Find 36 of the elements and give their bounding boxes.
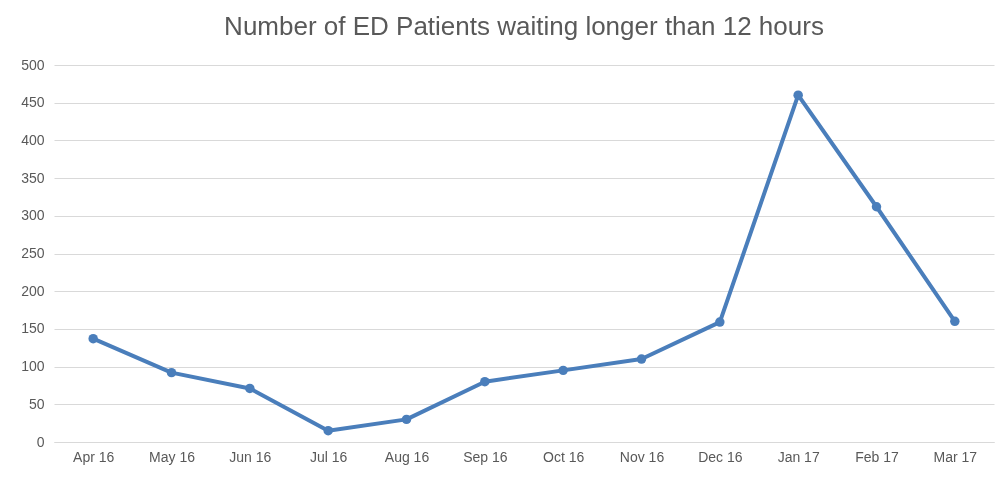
y-tick-label: 300: [21, 207, 45, 224]
point: [558, 365, 568, 376]
x-tick-label: Aug 16: [384, 448, 430, 465]
x-tick-label: Apr 16: [73, 448, 115, 465]
point: [793, 90, 803, 100]
x-tick-label: Jul 16: [309, 448, 348, 465]
point: [88, 333, 98, 344]
x-tick-label: Oct 16: [543, 448, 585, 465]
y-tick-label: 400: [21, 131, 45, 148]
point: [323, 425, 333, 436]
y-tick-label: 350: [21, 169, 45, 186]
x-tick-label: Dec 16: [698, 448, 743, 465]
point: [480, 376, 490, 387]
x-tick-label: Mar 17: [933, 448, 978, 465]
y-tick-label: 150: [21, 320, 45, 337]
x-tick-label: Nov 16: [619, 448, 665, 465]
point: [871, 202, 882, 212]
chart-title: Number of ED Patients waiting longer than 12 hours: [224, 11, 824, 41]
point: [245, 383, 255, 394]
x-tick-label: Sep 16: [463, 448, 508, 465]
x-tick-label: Jun 16: [229, 448, 272, 465]
x-tick-label: Feb 17: [855, 448, 899, 465]
y-tick-label: 250: [21, 245, 45, 261]
point: [636, 354, 647, 364]
x-tick-label: Jan 17: [777, 448, 820, 465]
point: [715, 317, 725, 327]
x-tick-label: May 16: [149, 448, 196, 465]
y-tick-label: 200: [21, 282, 45, 299]
y-tick-label: 500: [21, 56, 45, 73]
point: [166, 367, 177, 378]
y-tick-label: 450: [21, 94, 45, 111]
point: [950, 316, 960, 327]
point: [401, 414, 412, 425]
y-tick-label: 0: [36, 433, 45, 450]
y-tick-label: 100: [21, 358, 45, 375]
y-tick-label: 50: [28, 395, 45, 412]
